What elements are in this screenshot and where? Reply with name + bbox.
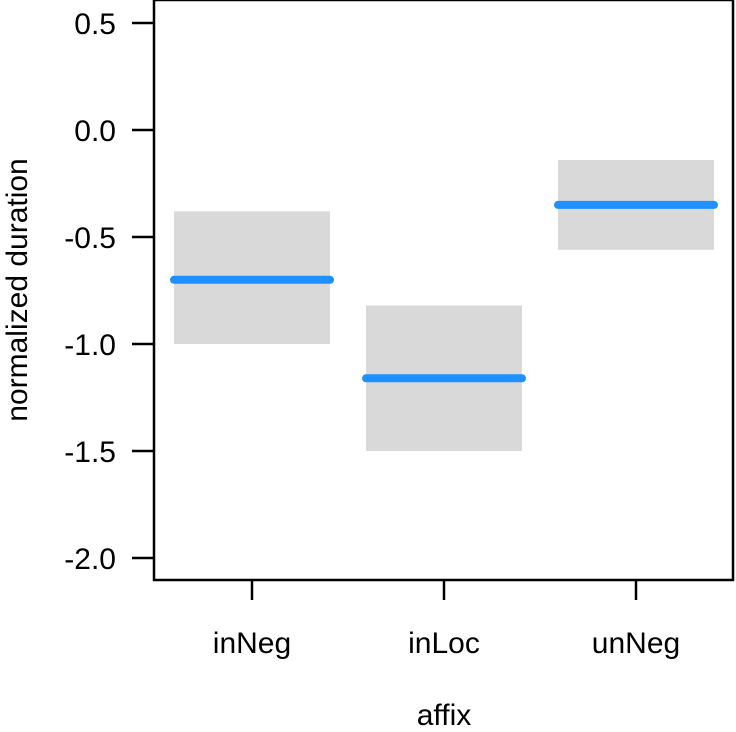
y-tick-label: 0.0 xyxy=(74,115,116,148)
y-tick-label: -0.5 xyxy=(64,222,116,255)
x-axis-title: affix xyxy=(417,699,471,732)
y-tick-label: -1.0 xyxy=(64,329,116,362)
estimate-layer xyxy=(170,200,718,383)
y-axis: 0.5 0.0 -0.5 -1.0 -1.5 -2.0 xyxy=(64,8,154,576)
y-tick-label: -1.5 xyxy=(64,436,116,469)
x-axis: inNeg inLoc unNeg xyxy=(213,580,680,660)
x-tick-label-inLoc: inLoc xyxy=(408,627,480,660)
y-tick-label: -2.0 xyxy=(64,543,116,576)
x-tick-label-unNeg: unNeg xyxy=(592,627,680,660)
y-tick-label: 0.5 xyxy=(74,8,116,41)
y-axis-title: normalized duration xyxy=(1,158,34,421)
x-tick-label-inNeg: inNeg xyxy=(213,627,291,660)
